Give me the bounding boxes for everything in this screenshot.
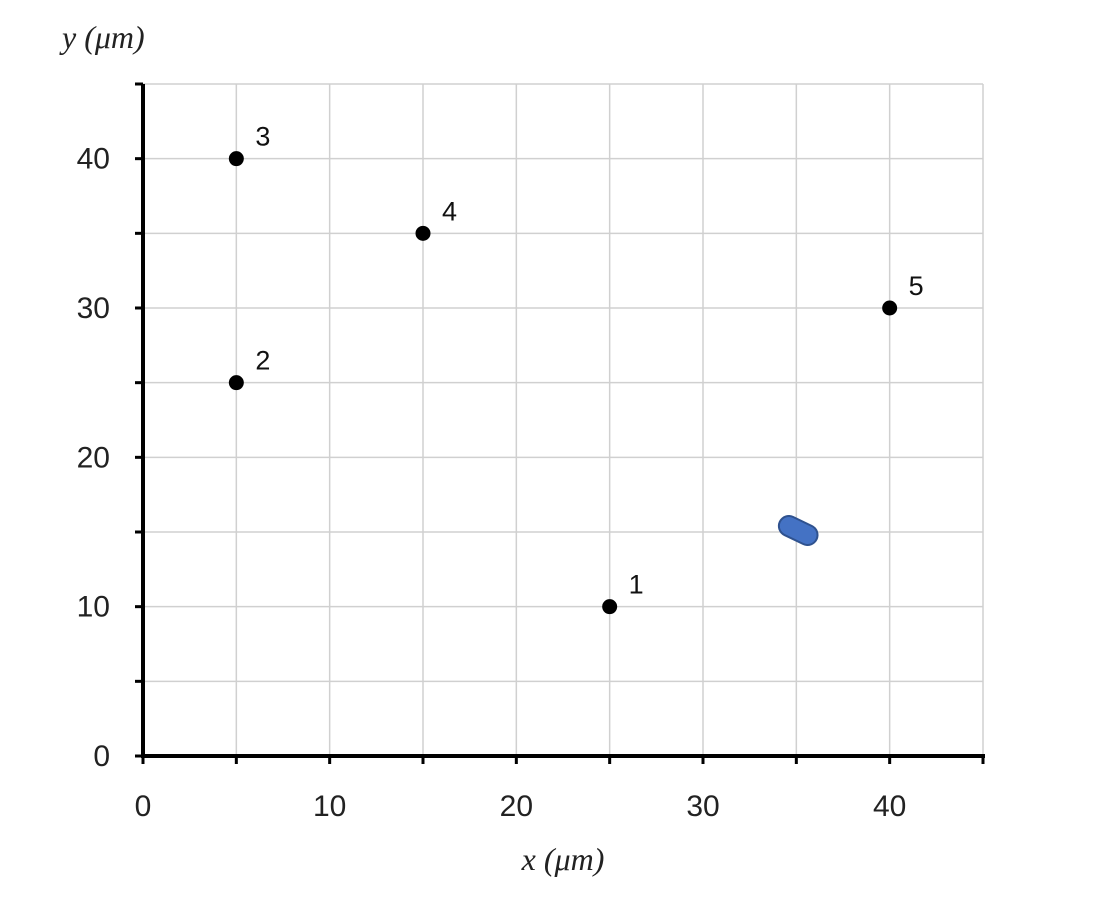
y-tick-label: 40 (77, 143, 110, 176)
axes (135, 82, 985, 764)
data-point-4 (415, 225, 431, 241)
y-tick-label: 0 (93, 740, 110, 773)
bacterium-shape (777, 515, 819, 546)
x-tick-label: 40 (873, 790, 906, 823)
data-points: 1 2 3 4 5 (228, 122, 924, 615)
data-point-label-4: 4 (442, 196, 457, 226)
y-tick-label: 20 (77, 441, 110, 474)
data-point-2 (228, 375, 244, 391)
data-point-label-3: 3 (255, 122, 270, 152)
data-point-5 (882, 300, 898, 316)
x-tick-label: 10 (313, 790, 346, 823)
x-tick-label: 20 (500, 790, 533, 823)
tick-labels: 0 10 20 30 40 0 10 20 30 40 (77, 143, 907, 823)
x-axis-title: x (μm) (521, 841, 605, 877)
y-tick-label: 10 (77, 591, 110, 624)
data-point-1 (602, 599, 618, 615)
data-point-label-2: 2 (255, 346, 270, 376)
data-point-label-5: 5 (909, 271, 924, 301)
grid-lines (143, 83, 984, 756)
data-point-label-1: 1 (629, 570, 644, 600)
y-tick-label: 30 (77, 292, 110, 325)
x-tick-label: 30 (686, 790, 719, 823)
y-axis-title: y (μm) (59, 19, 145, 55)
bacterium-body (779, 517, 817, 544)
data-point-3 (228, 151, 244, 167)
x-tick-label: 0 (135, 790, 152, 823)
